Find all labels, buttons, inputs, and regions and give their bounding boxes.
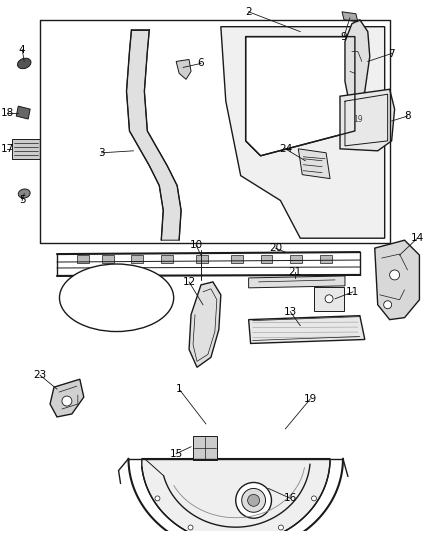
Polygon shape	[221, 27, 385, 238]
Text: 5: 5	[19, 196, 25, 205]
Polygon shape	[189, 282, 221, 367]
Text: 22: 22	[107, 301, 120, 311]
Polygon shape	[298, 149, 330, 179]
Polygon shape	[375, 240, 420, 320]
Circle shape	[247, 495, 260, 506]
Text: 8: 8	[404, 111, 411, 121]
Text: 24: 24	[279, 144, 292, 154]
Circle shape	[325, 295, 333, 303]
Text: 13: 13	[284, 306, 297, 317]
Circle shape	[311, 496, 317, 501]
Polygon shape	[249, 276, 345, 288]
Text: 17: 17	[1, 144, 14, 154]
Polygon shape	[176, 60, 191, 79]
FancyBboxPatch shape	[196, 255, 208, 263]
Text: 11: 11	[346, 287, 360, 297]
Polygon shape	[345, 20, 370, 116]
Polygon shape	[12, 139, 40, 159]
Text: 14: 14	[411, 233, 424, 243]
Text: 9: 9	[341, 31, 347, 42]
Polygon shape	[249, 316, 365, 343]
Text: 2: 2	[245, 7, 252, 17]
Text: 7: 7	[389, 49, 395, 59]
Polygon shape	[246, 37, 355, 156]
Text: 19: 19	[353, 115, 363, 124]
Text: 15: 15	[170, 449, 183, 459]
Polygon shape	[142, 458, 330, 533]
FancyBboxPatch shape	[320, 255, 332, 263]
Ellipse shape	[18, 58, 31, 69]
FancyBboxPatch shape	[290, 255, 302, 263]
Text: 3: 3	[99, 148, 105, 158]
Circle shape	[242, 488, 265, 512]
Circle shape	[62, 396, 72, 406]
Polygon shape	[342, 12, 358, 22]
Circle shape	[236, 482, 272, 518]
Polygon shape	[127, 30, 181, 240]
Circle shape	[155, 496, 160, 501]
Text: 18: 18	[1, 108, 14, 118]
Text: 16: 16	[284, 494, 297, 503]
Text: 6: 6	[198, 59, 204, 68]
FancyBboxPatch shape	[161, 255, 173, 263]
Ellipse shape	[60, 264, 173, 332]
Text: 21: 21	[289, 267, 302, 277]
Text: 23: 23	[33, 370, 47, 380]
FancyBboxPatch shape	[102, 255, 113, 263]
FancyBboxPatch shape	[131, 255, 143, 263]
FancyBboxPatch shape	[261, 255, 272, 263]
Text: 1: 1	[176, 384, 183, 394]
Circle shape	[390, 270, 399, 280]
Polygon shape	[340, 89, 395, 151]
Polygon shape	[50, 379, 84, 417]
FancyBboxPatch shape	[231, 255, 243, 263]
Text: 10: 10	[190, 240, 202, 250]
Circle shape	[384, 301, 392, 309]
FancyBboxPatch shape	[193, 436, 217, 459]
Polygon shape	[16, 106, 30, 119]
Text: 20: 20	[269, 243, 282, 253]
Ellipse shape	[18, 189, 30, 198]
FancyBboxPatch shape	[314, 287, 344, 311]
Circle shape	[188, 525, 193, 530]
Circle shape	[279, 525, 283, 530]
Text: 19: 19	[304, 394, 317, 404]
Text: 12: 12	[183, 277, 196, 287]
Text: 4: 4	[19, 45, 25, 54]
FancyBboxPatch shape	[77, 255, 89, 263]
